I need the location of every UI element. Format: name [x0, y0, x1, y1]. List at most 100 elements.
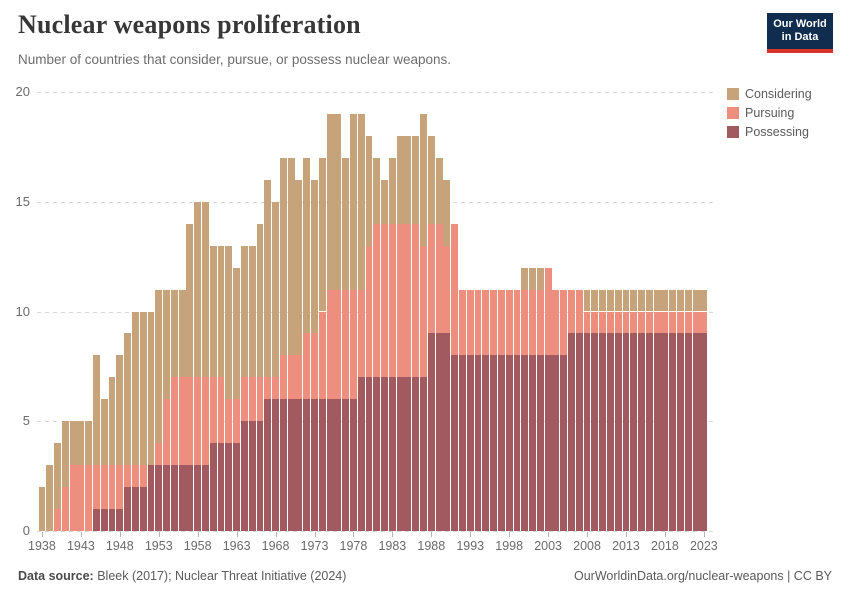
bar-segment-1964-considering[interactable]	[240, 245, 248, 378]
bar-segment-2006-possessing[interactable]	[568, 333, 575, 531]
bar-segment-1992-possessing[interactable]	[459, 355, 466, 531]
bar-segment-2021-considering[interactable]	[684, 289, 692, 312]
bar-segment-1990-possessing[interactable]	[443, 333, 451, 531]
bar-segment-2001-considering[interactable]	[529, 267, 536, 290]
bar-segment-2018-pursuing[interactable]	[661, 311, 669, 334]
bar-segment-2007-possessing[interactable]	[575, 333, 583, 531]
bar-segment-1971-considering[interactable]	[295, 179, 303, 356]
bar-segment-2006-pursuing[interactable]	[568, 289, 575, 334]
bar-segment-2001-possessing[interactable]	[529, 355, 536, 531]
bar-segment-1970-pursuing[interactable]	[287, 355, 295, 400]
bar-segment-1986-pursuing[interactable]	[412, 223, 420, 378]
bar-segment-1970-possessing[interactable]	[287, 399, 295, 531]
bar-segment-2015-considering[interactable]	[638, 289, 645, 312]
bar-segment-1976-pursuing[interactable]	[334, 289, 342, 400]
bar-segment-2014-considering[interactable]	[630, 289, 638, 312]
bar-segment-1961-considering[interactable]	[217, 245, 225, 378]
bar-segment-1979-possessing[interactable]	[357, 377, 365, 531]
bar-segment-1983-possessing[interactable]	[388, 377, 396, 531]
bar-segment-1940-considering[interactable]	[54, 443, 61, 510]
legend-item-pursuing[interactable]: Pursuing	[727, 106, 812, 120]
bar-segment-1967-considering[interactable]	[264, 179, 272, 378]
bar-segment-1958-considering[interactable]	[194, 201, 202, 378]
bar-segment-1941-pursuing[interactable]	[61, 487, 69, 531]
bar-segment-1976-possessing[interactable]	[334, 399, 342, 531]
bar-segment-1939-considering[interactable]	[46, 465, 54, 531]
bar-segment-1946-possessing[interactable]	[100, 509, 108, 531]
bar-segment-2017-possessing[interactable]	[653, 333, 661, 531]
bar-segment-2014-pursuing[interactable]	[630, 311, 638, 334]
bar-segment-1979-pursuing[interactable]	[357, 289, 365, 378]
bar-segment-1971-possessing[interactable]	[295, 399, 303, 531]
bar-segment-1942-pursuing[interactable]	[69, 465, 77, 531]
bar-segment-1971-pursuing[interactable]	[295, 355, 303, 400]
bar-segment-2007-pursuing[interactable]	[575, 289, 583, 334]
bar-segment-1947-possessing[interactable]	[108, 509, 116, 531]
bar-segment-1955-possessing[interactable]	[170, 465, 178, 531]
bar-segment-1948-possessing[interactable]	[116, 509, 124, 531]
bar-segment-2003-pursuing[interactable]	[544, 267, 552, 356]
bar-segment-1995-pursuing[interactable]	[482, 289, 490, 356]
bar-segment-1949-possessing[interactable]	[124, 487, 132, 531]
bar-segment-1959-considering[interactable]	[202, 201, 209, 378]
bar-segment-1953-pursuing[interactable]	[155, 443, 163, 466]
bar-segment-1976-considering[interactable]	[334, 113, 342, 290]
bar-segment-2004-pursuing[interactable]	[552, 289, 560, 356]
bar-segment-1984-possessing[interactable]	[396, 377, 404, 531]
bar-segment-2020-considering[interactable]	[677, 289, 684, 312]
bar-segment-2004-possessing[interactable]	[552, 355, 560, 531]
bar-segment-2000-possessing[interactable]	[521, 355, 529, 531]
bar-segment-2017-considering[interactable]	[653, 289, 661, 312]
bar-segment-2020-pursuing[interactable]	[677, 311, 684, 334]
bar-segment-1991-possessing[interactable]	[451, 355, 459, 531]
bar-segment-2022-possessing[interactable]	[692, 333, 700, 531]
bar-segment-1977-considering[interactable]	[342, 157, 350, 290]
bar-segment-2018-considering[interactable]	[661, 289, 669, 312]
bar-segment-1989-considering[interactable]	[435, 157, 443, 224]
bar-segment-2021-pursuing[interactable]	[684, 311, 692, 334]
bar-segment-1975-considering[interactable]	[326, 113, 334, 290]
bar-segment-2008-considering[interactable]	[583, 289, 591, 312]
bar-segment-1998-pursuing[interactable]	[505, 289, 513, 356]
bar-segment-1992-pursuing[interactable]	[459, 289, 466, 356]
bar-segment-2011-considering[interactable]	[606, 289, 614, 312]
bar-segment-1993-possessing[interactable]	[466, 355, 474, 531]
bar-segment-1960-pursuing[interactable]	[209, 377, 217, 444]
bar-segment-2009-pursuing[interactable]	[591, 311, 599, 334]
bar-segment-1986-considering[interactable]	[412, 135, 420, 224]
bar-segment-1982-pursuing[interactable]	[381, 223, 389, 378]
bar-segment-1968-considering[interactable]	[272, 201, 279, 378]
bar-segment-1993-pursuing[interactable]	[466, 289, 474, 356]
bar-segment-1959-pursuing[interactable]	[202, 377, 209, 466]
bar-segment-2016-considering[interactable]	[645, 289, 653, 312]
bar-segment-1987-pursuing[interactable]	[420, 245, 427, 378]
bar-segment-2000-pursuing[interactable]	[521, 289, 529, 356]
bar-segment-2011-pursuing[interactable]	[606, 311, 614, 334]
bar-segment-1942-considering[interactable]	[69, 421, 77, 466]
bar-segment-2010-considering[interactable]	[599, 289, 607, 312]
bar-segment-1974-considering[interactable]	[318, 157, 326, 312]
bar-segment-1981-possessing[interactable]	[373, 377, 381, 531]
bar-segment-1984-pursuing[interactable]	[396, 223, 404, 378]
bar-segment-1945-considering[interactable]	[93, 355, 100, 466]
bar-segment-1945-pursuing[interactable]	[93, 465, 100, 510]
bar-segment-1975-pursuing[interactable]	[326, 289, 334, 400]
bar-segment-1965-pursuing[interactable]	[248, 377, 256, 422]
bar-segment-2022-considering[interactable]	[692, 289, 700, 312]
bar-segment-1991-pursuing[interactable]	[451, 223, 459, 356]
bar-segment-1987-considering[interactable]	[420, 113, 427, 246]
bar-segment-1970-considering[interactable]	[287, 157, 295, 356]
bar-segment-1990-considering[interactable]	[443, 179, 451, 246]
bar-segment-1994-possessing[interactable]	[474, 355, 482, 531]
bar-segment-1985-pursuing[interactable]	[404, 223, 412, 378]
bar-segment-1957-pursuing[interactable]	[186, 377, 194, 466]
bar-segment-1953-considering[interactable]	[155, 289, 163, 444]
bar-segment-1967-pursuing[interactable]	[264, 377, 272, 400]
bar-segment-1968-possessing[interactable]	[272, 399, 279, 531]
bar-segment-1941-considering[interactable]	[61, 421, 69, 488]
bar-segment-1943-pursuing[interactable]	[77, 465, 85, 531]
bar-segment-2005-pursuing[interactable]	[560, 289, 568, 356]
bar-segment-1982-possessing[interactable]	[381, 377, 389, 531]
bar-segment-1948-pursuing[interactable]	[116, 465, 124, 510]
bar-segment-1989-pursuing[interactable]	[435, 223, 443, 334]
